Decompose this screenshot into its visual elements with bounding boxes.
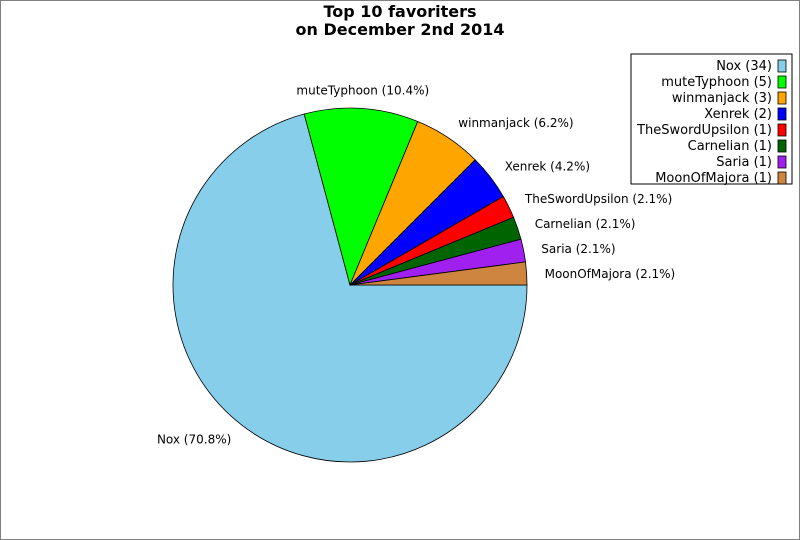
legend-swatch-saria <box>777 155 787 169</box>
slice-nox <box>172 113 528 463</box>
legend-swatch-moonofmajora <box>777 171 787 185</box>
slice-label-nox: Nox (70.8%) <box>157 433 231 447</box>
legend-swatch-nox <box>777 59 787 73</box>
chart-title-line-1: Top 10 favoriters <box>323 2 476 21</box>
slice-mutetyphoon <box>303 107 419 287</box>
chart-title: Top 10 favoriters on December 2nd 2014 <box>296 2 505 39</box>
legend-label-saria: Saria (1) <box>716 155 772 170</box>
legend-label-moonofmajora: MoonOfMajora (1) <box>655 171 772 186</box>
slice-label-theswordupsilon: TheSwordUpsilon (2.1%) <box>524 192 672 206</box>
legend: Nox (34)muteTyphoon (5)winmanjack (3)Xen… <box>630 53 793 186</box>
legend-box <box>630 53 793 185</box>
legend-label-carnelian: Carnelian (1) <box>688 139 772 154</box>
legend-swatch-carnelian <box>777 139 787 153</box>
legend-swatch-xenrek <box>777 107 787 121</box>
slice-label-saria: Saria (2.1%) <box>541 242 615 256</box>
slice-label-moonofmajora: MoonOfMajora (2.1%) <box>545 267 676 281</box>
legend-swatch-theswordupsilon <box>777 123 787 137</box>
legend-label-winmanjack: winmanjack (3) <box>672 91 772 106</box>
slice-label-xenrek: Xenrek (4.2%) <box>505 159 590 173</box>
slice-label-mutetyphoon: muteTyphoon (10.4%) <box>296 83 429 97</box>
legend-label-theswordupsilon: TheSwordUpsilon (1) <box>636 123 772 138</box>
legend-label-mutetyphoon: muteTyphoon (5) <box>661 75 772 90</box>
legend-swatch-winmanjack <box>777 91 787 105</box>
slice-label-carnelian: Carnelian (2.1%) <box>535 217 636 231</box>
slice-label-winmanjack: winmanjack (6.2%) <box>458 116 573 130</box>
slice-moonofmajora <box>349 261 528 286</box>
legend-label-nox: Nox (34) <box>716 59 772 74</box>
legend-swatch-mutetyphoon <box>777 75 787 89</box>
legend-label-xenrek: Xenrek (2) <box>704 107 772 122</box>
slice-labels: Nox (70.8%) muteTyphoon (10.4%) winmanjack… <box>157 83 675 446</box>
legend-items: Nox (34)muteTyphoon (5)winmanjack (3)Xen… <box>636 59 787 186</box>
chart-title-line-2: on December 2nd 2014 <box>296 20 505 39</box>
pie-slices <box>172 107 528 463</box>
